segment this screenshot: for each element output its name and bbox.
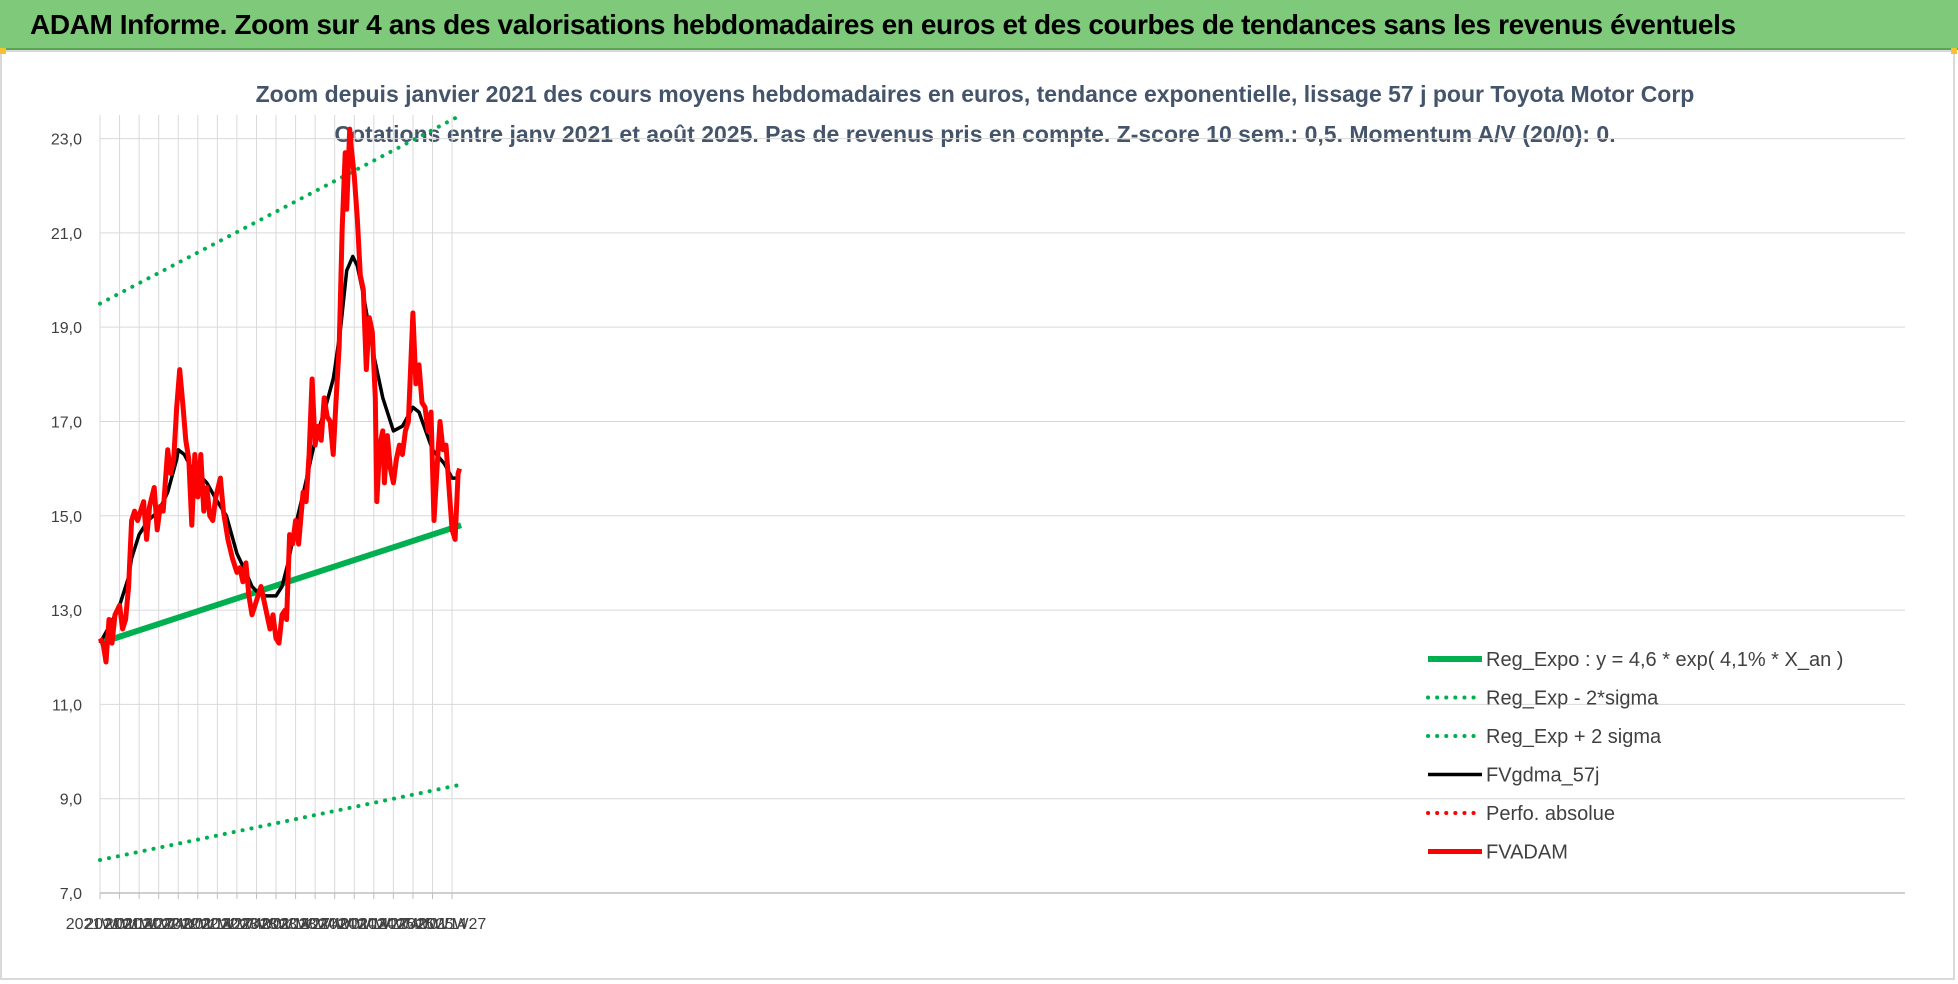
banner-title: ADAM Informe. Zoom sur 4 ans des valoris… <box>30 9 1736 40</box>
legend-label: Reg_Exp - 2*sigma <box>1486 688 1659 710</box>
x-tick-label: 2023W40 <box>281 916 350 933</box>
y-tick-label: 19,0 <box>51 320 82 337</box>
x-tick-label: 2024W01 <box>300 916 369 933</box>
legend-label: FVADAM <box>1486 842 1568 864</box>
chart-title: Zoom depuis janvier 2021 des cours moyen… <box>256 81 1695 107</box>
x-tick-label: 2025W14 <box>398 916 467 933</box>
y-tick-label: 15,0 <box>51 509 82 526</box>
x-tick-label: 2023W01 <box>222 916 291 933</box>
x-tick-label: 2021W27 <box>105 916 174 933</box>
y-tick-label: 11,0 <box>52 697 82 714</box>
series-line-reg-exp <box>98 113 464 306</box>
x-tick-label: 2024W40 <box>359 916 428 933</box>
legend-label: Reg_Exp + 2 sigma <box>1486 726 1662 748</box>
legend-label: Reg_Expo : y = 4,6 * exp( 4,1% * X_an ) <box>1486 649 1843 671</box>
series-line-fvadam <box>97 126 462 665</box>
y-tick-label: 21,0 <box>51 226 82 243</box>
x-tick-label: 2023W14 <box>242 916 311 933</box>
frame-corner-marker <box>1951 48 1957 54</box>
x-tick-label: 2025W27 <box>418 916 487 933</box>
y-tick-label: 13,0 <box>51 603 82 620</box>
legend: Reg_Expo : y = 4,6 * exp( 4,1% * X_an ) R… <box>1426 649 1843 864</box>
x-tick-label: 2022W27 <box>183 916 252 933</box>
series-line-reg-exp <box>98 782 464 862</box>
x-tick-label: 2024W14 <box>320 916 389 933</box>
x-tick-label: 2023W27 <box>261 916 330 933</box>
x-tick-label: 2024W27 <box>340 916 409 933</box>
series-line-reg-expo <box>99 522 463 646</box>
x-tick-label: 2021W14 <box>85 916 154 933</box>
x-tick-label: 2022W14 <box>164 916 233 933</box>
x-axis: 2021W012021W142021W272021W402022W012022W… <box>66 892 1905 933</box>
x-tick-label: 2022W01 <box>144 916 213 933</box>
legend-label: Perfo. absolue <box>1486 803 1615 825</box>
series-group <box>97 113 464 862</box>
grid-lines <box>99 115 1905 894</box>
chart-subtitle: Cotations entre janv 2021 et août 2025. … <box>334 121 1615 147</box>
x-tick-label: 2021W40 <box>124 916 193 933</box>
frame-corner-marker <box>0 48 6 54</box>
x-tick-label: 2025W01 <box>379 916 448 933</box>
legend-label: FVgdma_57j <box>1486 765 1599 787</box>
report-banner: ADAM Informe. Zoom sur 4 ans des valoris… <box>0 0 1958 50</box>
y-tick-label: 9,0 <box>60 792 82 809</box>
y-tick-label: 17,0 <box>51 414 82 431</box>
x-tick-label: 2021W01 <box>66 916 135 933</box>
y-tick-label: 23,0 <box>51 132 82 149</box>
y-axis: 7,0 9,0 11,0 13,0 15,0 17,0 19,0 21,0 23,0 <box>51 132 82 903</box>
y-tick-label: 7,0 <box>60 886 82 903</box>
x-tick-label: 2022W40 <box>203 916 272 933</box>
chart-frame <box>0 50 1955 980</box>
